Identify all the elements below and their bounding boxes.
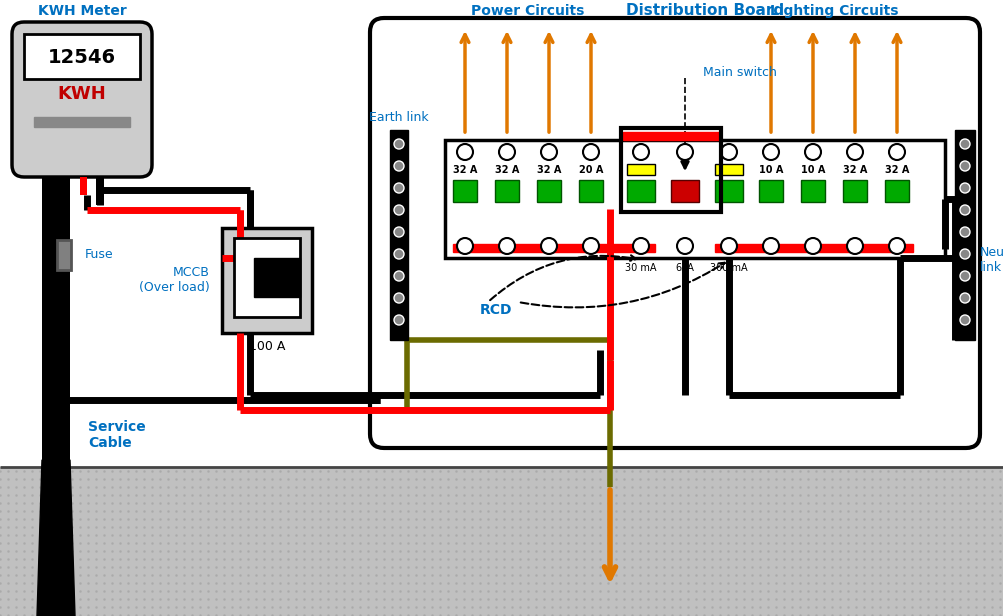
Text: 10 A: 10 A (758, 165, 782, 175)
Text: 32 A: 32 A (884, 165, 909, 175)
Bar (96, 177, 104, 205)
Text: 20 A: 20 A (579, 165, 603, 175)
Bar (954, 130, 974, 340)
Bar (579, 180, 603, 202)
Bar (670, 180, 698, 202)
Circle shape (847, 238, 863, 254)
Circle shape (498, 238, 515, 254)
Text: 30 mA: 30 mA (625, 263, 656, 273)
Bar (24, 34, 139, 79)
Bar (714, 244, 912, 252)
Circle shape (393, 271, 403, 281)
Bar (884, 180, 908, 202)
Bar (537, 180, 561, 202)
Bar (222, 228, 312, 333)
Circle shape (456, 238, 472, 254)
Text: RCD: RCD (479, 303, 512, 317)
Text: 32 A: 32 A (494, 165, 519, 175)
Circle shape (959, 183, 969, 193)
Bar (254, 258, 300, 297)
Circle shape (632, 144, 648, 160)
Text: 300 mA: 300 mA (709, 263, 747, 273)
Text: Neutral
link: Neutral link (979, 246, 1003, 274)
Circle shape (498, 144, 515, 160)
Bar (627, 164, 654, 175)
Circle shape (393, 139, 403, 149)
Text: KWH: KWH (57, 85, 106, 103)
Circle shape (959, 227, 969, 237)
Bar (42, 160, 70, 470)
Bar (389, 130, 407, 340)
Bar (621, 128, 720, 212)
Circle shape (632, 238, 648, 254)
Bar (623, 132, 718, 140)
Text: 32 A: 32 A (537, 165, 561, 175)
Bar (714, 180, 742, 202)
Text: 10 A: 10 A (800, 165, 824, 175)
Circle shape (393, 183, 403, 193)
Text: 12546: 12546 (48, 47, 116, 67)
Circle shape (959, 205, 969, 215)
Circle shape (393, 205, 403, 215)
Text: Distribution Board: Distribution Board (625, 2, 783, 17)
Bar (843, 180, 867, 202)
Text: 100 A: 100 A (249, 339, 285, 352)
Bar (714, 164, 742, 175)
Circle shape (393, 249, 403, 259)
Circle shape (959, 161, 969, 171)
Circle shape (541, 238, 557, 254)
Text: Power Circuits: Power Circuits (470, 4, 584, 18)
Bar (494, 180, 519, 202)
Circle shape (720, 238, 736, 254)
Circle shape (804, 144, 820, 160)
Text: Fuse: Fuse (85, 248, 113, 262)
Text: 63A: 63A (675, 263, 694, 273)
FancyBboxPatch shape (12, 22, 151, 177)
Text: Lighting Circuits: Lighting Circuits (769, 4, 898, 18)
Circle shape (583, 238, 599, 254)
Circle shape (393, 161, 403, 171)
Circle shape (804, 238, 820, 254)
Bar (452, 244, 654, 252)
Circle shape (959, 293, 969, 303)
Text: 32 A: 32 A (452, 165, 476, 175)
Text: MCCB
(Over load): MCCB (Over load) (139, 267, 210, 294)
Circle shape (456, 144, 472, 160)
Circle shape (541, 144, 557, 160)
Circle shape (959, 249, 969, 259)
Bar (758, 180, 782, 202)
Text: Main switch: Main switch (702, 65, 776, 78)
Bar (627, 180, 654, 202)
Text: 32 A: 32 A (842, 165, 867, 175)
Text: Service
Cable: Service Cable (88, 420, 145, 450)
Circle shape (888, 238, 904, 254)
Bar (57, 240, 71, 270)
Bar (56, 177, 64, 212)
Polygon shape (37, 460, 75, 616)
Circle shape (676, 144, 692, 160)
Circle shape (393, 293, 403, 303)
Circle shape (762, 238, 778, 254)
Text: Earth link: Earth link (369, 110, 428, 123)
Bar (80, 177, 87, 195)
Circle shape (676, 238, 692, 254)
Circle shape (959, 139, 969, 149)
Circle shape (888, 144, 904, 160)
Bar (234, 238, 300, 317)
Bar (800, 180, 824, 202)
Circle shape (393, 315, 403, 325)
Bar (444, 140, 944, 258)
Circle shape (720, 144, 736, 160)
Circle shape (959, 271, 969, 281)
Circle shape (393, 227, 403, 237)
Text: KWH Meter: KWH Meter (37, 4, 126, 18)
Bar (34, 117, 129, 127)
Circle shape (847, 144, 863, 160)
Bar (452, 180, 476, 202)
Circle shape (583, 144, 599, 160)
Circle shape (762, 144, 778, 160)
Bar (0, 467, 1003, 616)
Circle shape (959, 315, 969, 325)
